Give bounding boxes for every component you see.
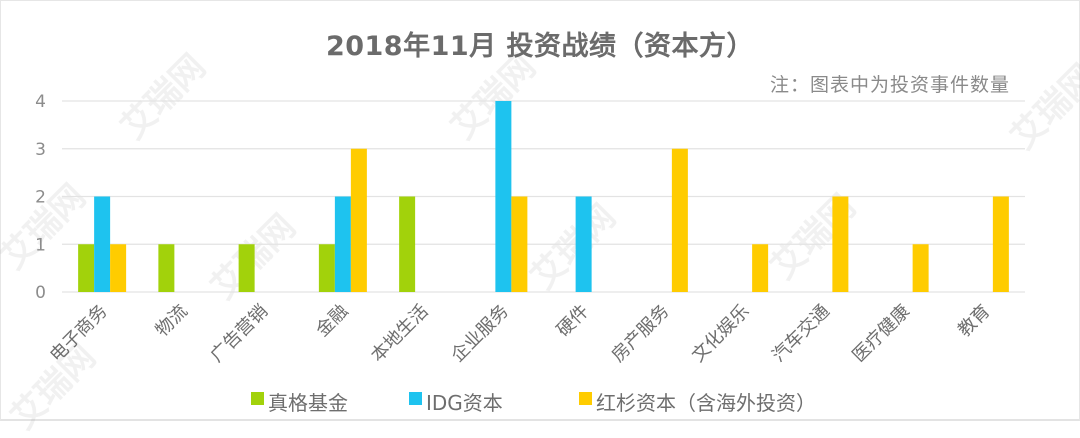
bar — [511, 196, 528, 292]
bar — [992, 196, 1009, 292]
bar — [238, 244, 255, 292]
x-tick-label: 本地生活 — [367, 301, 433, 367]
legend-label: 真格基金 — [268, 390, 348, 415]
x-tick-label: 房产服务 — [608, 301, 674, 367]
bar — [318, 244, 335, 292]
legend-label: IDG资本 — [426, 390, 503, 415]
bar — [575, 196, 592, 292]
bar — [495, 101, 512, 292]
bar — [912, 244, 929, 292]
bars — [78, 101, 1009, 292]
x-tick-label: 电子商务 — [46, 301, 112, 367]
bar — [334, 196, 351, 292]
x-tick-label: 文化娱乐 — [688, 301, 754, 367]
legend-label: 红杉资本（含海外投资） — [596, 390, 816, 415]
x-tick-label: 金融 — [312, 301, 352, 341]
bar — [671, 148, 688, 292]
legend-item-idg[interactable]: IDG资本 — [409, 386, 503, 416]
legend-swatch-green — [251, 391, 264, 405]
x-tick-label: 教育 — [954, 301, 994, 341]
y-tick-label: 1 — [35, 235, 46, 255]
bar — [110, 244, 127, 292]
bar — [350, 148, 367, 292]
bar — [158, 244, 175, 292]
x-tick-label: 企业服务 — [447, 301, 513, 367]
bar — [78, 244, 95, 292]
x-axis-labels: 电子商务 物流 广告营销 金融 本地生活 企业服务 硬件 房产服务 文化娱乐 汽车交通 医疗健康 教育 — [46, 301, 995, 367]
bar — [832, 196, 849, 292]
x-tick-label: 医疗健康 — [848, 301, 914, 367]
legend: 真格基金 IDG资本 红杉资本（含海外投资） — [0, 386, 1080, 416]
x-tick-label: 广告营销 — [206, 301, 272, 367]
chart-title: 2018年11月 投资战绩（资本方） — [325, 31, 755, 62]
y-axis-ticks: 0 1 2 3 4 — [35, 92, 46, 303]
legend-swatch-blue — [409, 391, 422, 405]
y-tick-label: 0 — [35, 283, 46, 303]
chart-note: 注：图表中为投资事件数量 — [769, 74, 1010, 96]
bar — [94, 196, 111, 292]
chart-frame — [0, 0, 1080, 421]
gridlines — [62, 100, 1025, 293]
x-tick-label: 硬件 — [553, 301, 593, 341]
y-tick-label: 4 — [35, 92, 46, 112]
y-tick-label: 2 — [35, 188, 46, 208]
legend-item-sequoia[interactable]: 红杉资本（含海外投资） — [579, 386, 816, 416]
y-tick-label: 3 — [35, 140, 46, 160]
legend-item-zhenge[interactable]: 真格基金 — [251, 386, 348, 416]
bar-chart: 0 1 2 3 4 电子商务 物流 广告营销 金融 本地生活 企业服务 硬件 房产服务 文化娱乐 汽车交通… — [35, 92, 1025, 367]
x-tick-label: 汽车交通 — [768, 301, 834, 367]
x-tick-label: 物流 — [152, 301, 192, 341]
bar — [752, 244, 769, 292]
bar — [399, 196, 416, 292]
legend-swatch-yellow — [579, 391, 592, 405]
